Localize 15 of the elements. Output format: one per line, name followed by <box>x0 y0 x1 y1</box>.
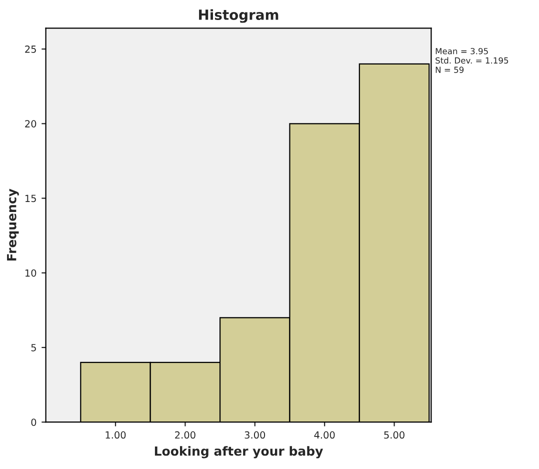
y-tick-label: 25 <box>25 46 36 53</box>
chart-title: Histogram <box>199 9 278 23</box>
x-tick-label: 1.00 <box>106 431 126 439</box>
y-tick-label: 20 <box>25 120 36 128</box>
x-tick-label: 3.00 <box>244 431 266 439</box>
y-tick-label: 0 <box>31 418 36 426</box>
y-tick-label: 5 <box>31 344 36 352</box>
text: Mean = 3.95 Std. Dev. = 1.195 N = 59 <box>436 48 508 73</box>
y-tick-label: 10 <box>25 269 36 277</box>
y-axis-title: Frequency <box>7 188 19 261</box>
x-tick-label: 5.00 <box>384 431 404 439</box>
x-axis-title: Looking after your baby <box>154 446 323 458</box>
y-tick-label: 15 <box>25 194 36 202</box>
x-tick-label: 4.00 <box>314 431 335 439</box>
x-tick-label: 2.00 <box>175 431 196 439</box>
